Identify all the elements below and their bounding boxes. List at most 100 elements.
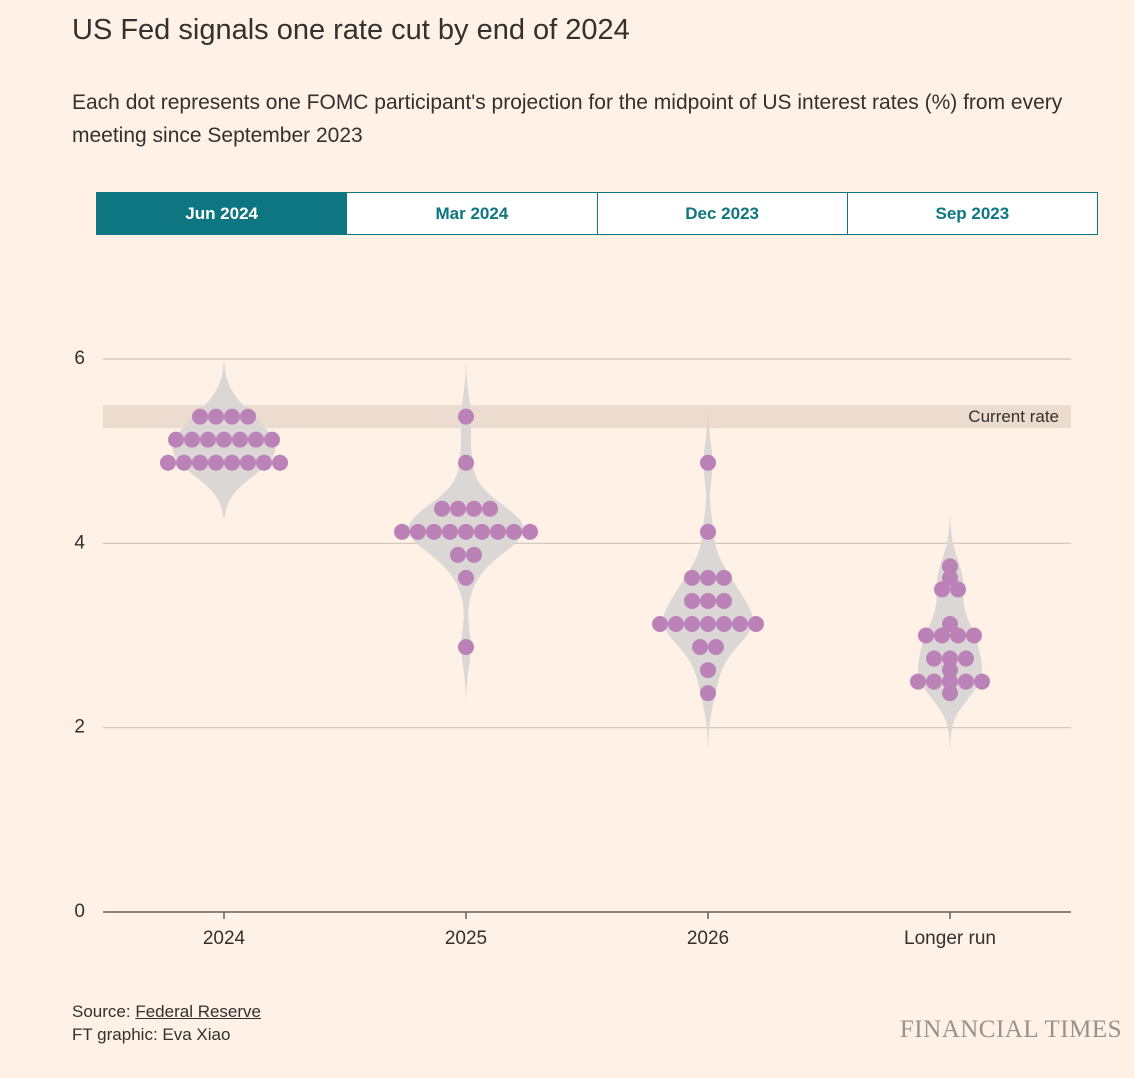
tab[interactable]: Mar 2024 — [346, 193, 597, 234]
dot — [224, 454, 240, 471]
dot — [942, 650, 958, 667]
x-tick-label: Longer run — [904, 928, 996, 949]
dot — [716, 569, 732, 586]
dot — [716, 615, 732, 632]
source-prefix: Source: — [72, 1002, 131, 1021]
dot — [958, 650, 974, 667]
source: Source: Federal Reserve — [72, 1000, 261, 1023]
dot — [934, 581, 950, 598]
dot — [450, 546, 466, 563]
dot — [942, 615, 958, 632]
dot — [910, 673, 926, 690]
y-tick-label: 2 — [74, 717, 85, 738]
x-tick-label: 2025 — [445, 928, 487, 949]
dot — [264, 431, 280, 448]
tab-bar: Jun 2024 Mar 2024 Dec 2023 Sep 2023 — [96, 192, 1098, 235]
dot — [934, 627, 950, 644]
current-rate-label: Current rate — [968, 407, 1059, 426]
dot — [434, 500, 450, 517]
dot — [200, 431, 216, 448]
dot — [958, 673, 974, 690]
dot — [950, 627, 966, 644]
chart-title: US Fed signals one rate cut by end of 20… — [72, 14, 630, 46]
dot — [192, 454, 208, 471]
dot — [522, 523, 538, 540]
dot — [474, 523, 490, 540]
dot — [256, 454, 272, 471]
dot — [160, 454, 176, 471]
dot — [716, 592, 732, 609]
tab[interactable]: Sep 2023 — [846, 193, 1097, 234]
dot — [652, 615, 668, 632]
dot — [942, 558, 958, 575]
dot — [700, 592, 716, 609]
source-link[interactable]: Federal Reserve — [135, 1002, 261, 1021]
dot — [926, 650, 942, 667]
dot — [240, 408, 256, 425]
dot — [942, 685, 958, 702]
chart-subtitle: Each dot represents one FOMC participant… — [72, 91, 1063, 147]
dot — [458, 523, 474, 540]
dot — [272, 454, 288, 471]
dot — [732, 615, 748, 632]
dot — [700, 615, 716, 632]
dot — [684, 615, 700, 632]
dot — [208, 454, 224, 471]
dot — [442, 523, 458, 540]
dot — [942, 569, 958, 586]
dot — [506, 523, 522, 540]
dot — [700, 523, 716, 540]
dot — [466, 500, 482, 517]
x-tick-label: 2024 — [203, 928, 246, 949]
dot — [410, 523, 426, 540]
chart: Current rate 0 2 4 6 2024 2025 2026 Longer run — [74, 348, 1071, 949]
dot — [466, 546, 482, 563]
dot — [168, 431, 184, 448]
dot — [918, 627, 934, 644]
dot — [490, 523, 506, 540]
dot — [668, 615, 684, 632]
dot — [684, 592, 700, 609]
dot — [450, 500, 466, 517]
dot — [208, 408, 224, 425]
dot — [708, 639, 724, 656]
y-tick-label: 4 — [74, 532, 85, 553]
dot — [458, 454, 474, 471]
dot — [224, 408, 240, 425]
footer: Source: Federal Reserve FT graphic: Eva … — [72, 1000, 261, 1046]
dot — [426, 523, 442, 540]
dot — [394, 523, 410, 540]
credit: FT graphic: Eva Xiao — [72, 1025, 231, 1044]
dot — [176, 454, 192, 471]
dot — [684, 569, 700, 586]
dot — [700, 569, 716, 586]
dot — [216, 431, 232, 448]
dot — [248, 431, 264, 448]
y-tick-label: 6 — [74, 348, 85, 369]
dot — [942, 673, 958, 690]
dot — [966, 627, 982, 644]
dot — [240, 454, 256, 471]
dot — [458, 569, 474, 586]
dot — [950, 581, 966, 598]
dot — [482, 500, 498, 517]
dot — [926, 673, 942, 690]
tab[interactable]: Jun 2024 — [97, 193, 347, 234]
dot — [692, 639, 708, 656]
x-tick-label: 2026 — [687, 928, 729, 949]
dot — [232, 431, 248, 448]
dot — [942, 662, 958, 679]
dot — [974, 673, 990, 690]
dot — [700, 662, 716, 679]
logo: FINANCIAL TIMES — [899, 1016, 1122, 1043]
dot — [458, 639, 474, 656]
tab[interactable]: Dec 2023 — [596, 193, 847, 234]
dot — [748, 615, 764, 632]
dot — [184, 431, 200, 448]
current-rate-band — [103, 405, 1071, 429]
y-tick-label: 0 — [74, 901, 85, 922]
dot — [458, 408, 474, 425]
dot — [700, 685, 716, 702]
dot — [192, 408, 208, 425]
